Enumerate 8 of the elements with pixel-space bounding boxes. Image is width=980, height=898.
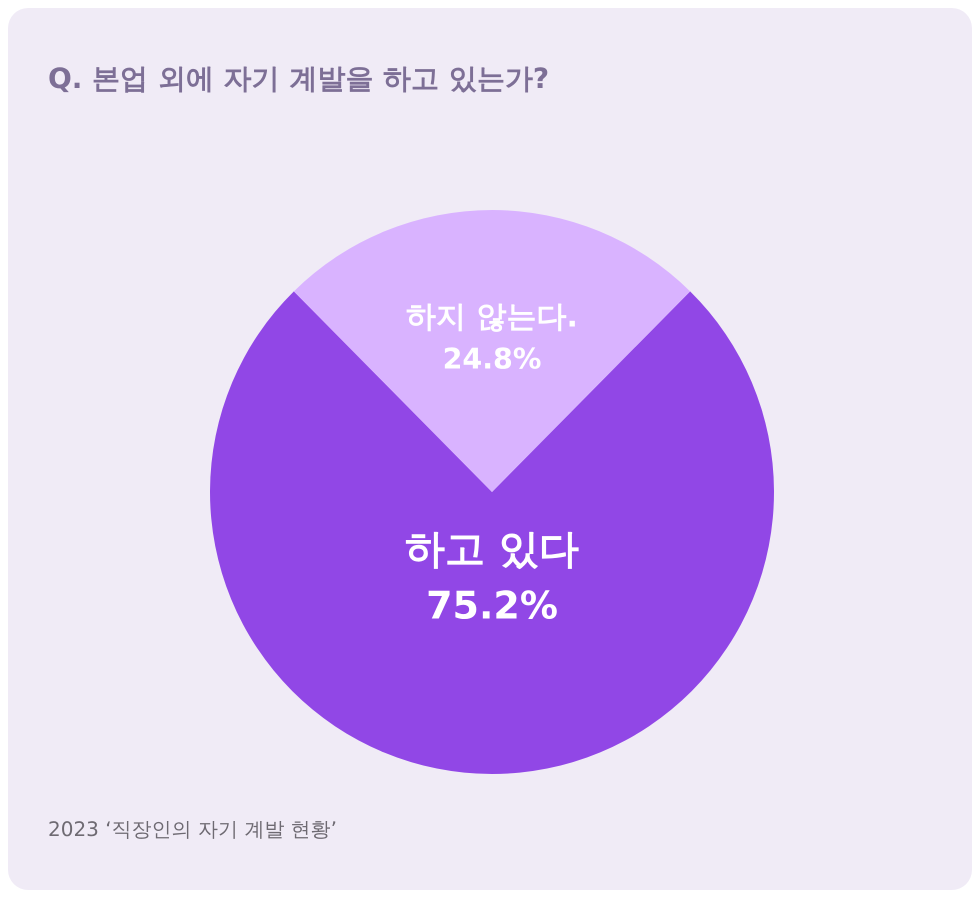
pie-slice bbox=[210, 291, 774, 774]
data-label: 24.8% bbox=[442, 342, 542, 376]
pie-slice bbox=[294, 210, 690, 492]
slice-label: 하고 있다 bbox=[405, 526, 579, 573]
text: 2023 ‘직장인의 자기 계발 현황’ bbox=[48, 816, 338, 843]
data-label: 75.2% bbox=[426, 584, 558, 628]
chart-title: Q. 본업 외에 자기 계발을 하고 있는가? bbox=[48, 61, 550, 97]
slice-label: 하지 않는다. bbox=[406, 299, 578, 334]
